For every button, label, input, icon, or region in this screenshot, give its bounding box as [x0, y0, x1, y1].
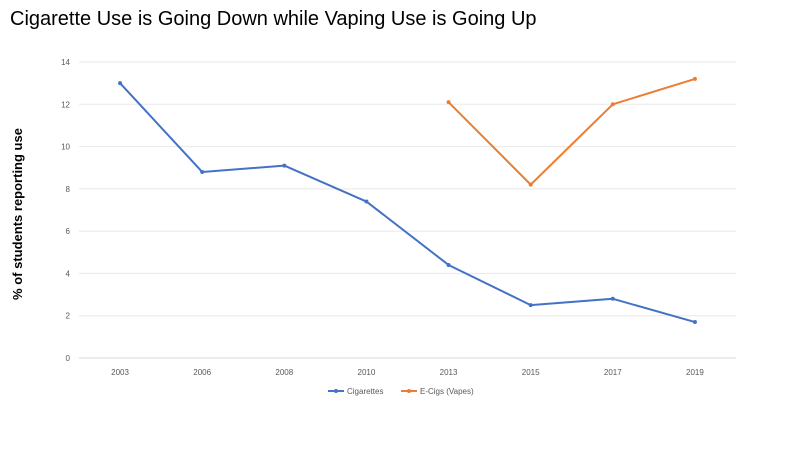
- data-point: [610, 102, 615, 107]
- legend-swatch-marker: [407, 389, 411, 393]
- data-point: [364, 199, 369, 204]
- y-axis-title: % of students reporting use: [10, 128, 25, 300]
- y-tick-label: 4: [66, 269, 71, 278]
- data-point: [446, 100, 451, 105]
- legend-item: E-Cigs (Vapes): [401, 387, 474, 396]
- x-tick-label: 2006: [193, 368, 211, 377]
- data-point: [692, 76, 697, 81]
- x-tick-label: 2003: [111, 368, 129, 377]
- series-1: [446, 76, 697, 187]
- x-axis-ticks: 2003 2006 2008 2010 2013 2015 2017 2019: [111, 368, 704, 377]
- legend: Cigarettes E-Cigs (Vapes): [328, 387, 474, 396]
- data-point: [528, 303, 533, 308]
- y-tick-label: 6: [66, 227, 71, 236]
- series-line-1: [447, 77, 696, 186]
- legend-label: Cigarettes: [347, 387, 383, 396]
- data-point: [692, 320, 697, 325]
- x-tick-label: 2019: [686, 368, 704, 377]
- series-0: [118, 81, 697, 325]
- y-tick-label: 12: [61, 100, 70, 109]
- data-point: [200, 169, 205, 174]
- chart-title: Cigarette Use is Going Down while Vaping…: [10, 8, 537, 30]
- data-point: [446, 262, 451, 267]
- series-line-0: [119, 82, 696, 324]
- legend-label: E-Cigs (Vapes): [420, 387, 474, 396]
- legend-swatch-marker: [334, 389, 338, 393]
- series-layer: [118, 76, 697, 325]
- data-point: [282, 163, 287, 168]
- y-axis-ticks: 0 2 4 6 8 10 12 14: [61, 58, 70, 363]
- y-tick-label: 14: [61, 58, 70, 67]
- x-tick-label: 2008: [275, 368, 293, 377]
- data-point: [528, 182, 533, 187]
- gridlines: [79, 61, 736, 359]
- legend-item: Cigarettes: [328, 387, 383, 396]
- y-tick-label: 0: [66, 354, 71, 363]
- x-tick-label: 2017: [604, 368, 622, 377]
- data-point: [118, 81, 123, 86]
- x-tick-label: 2015: [522, 368, 540, 377]
- y-tick-label: 10: [61, 143, 70, 152]
- y-tick-label: 8: [66, 185, 71, 194]
- x-tick-label: 2013: [440, 368, 458, 377]
- x-tick-label: 2010: [358, 368, 376, 377]
- data-point: [610, 296, 615, 301]
- y-tick-label: 2: [66, 312, 71, 321]
